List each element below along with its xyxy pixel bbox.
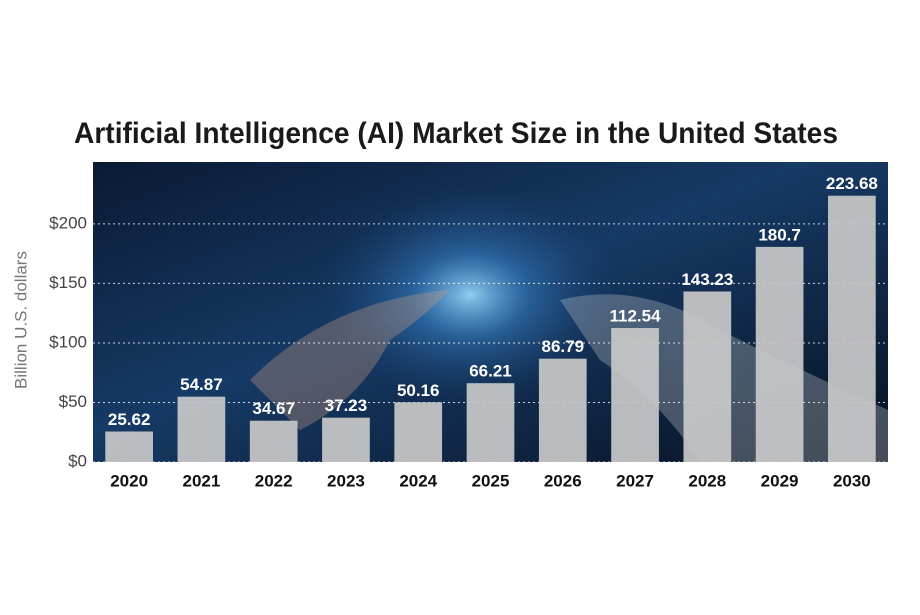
bar (105, 431, 153, 462)
value-label: 112.54 (610, 307, 662, 326)
bar (755, 246, 804, 462)
value-label: 54.87 (180, 375, 223, 394)
y-tick-label: $200 (49, 213, 87, 232)
x-tick-label: 2020 (110, 471, 148, 490)
x-tick-label: 2026 (544, 471, 582, 490)
bar (611, 328, 659, 462)
y-tick-label: $150 (49, 273, 87, 292)
bar (828, 195, 876, 462)
chart-title: Artificial Intelligence (AI) Market Size… (74, 117, 838, 150)
value-label: 180.7 (758, 225, 801, 244)
x-tick-label: 2025 (472, 471, 510, 490)
human-hand (250, 290, 450, 430)
x-tick-label: 2022 (255, 471, 293, 490)
x-tick-label: 2028 (688, 471, 726, 490)
value-label: 34.67 (252, 399, 295, 418)
value-label: 223.68 (826, 174, 878, 193)
value-label: 143.23 (681, 270, 733, 289)
x-tick-label: 2030 (833, 471, 871, 490)
value-label: 50.16 (397, 381, 440, 400)
bar (177, 396, 226, 462)
background-glow (320, 185, 620, 405)
y-axis-label: Billion U.S. dollars (11, 251, 30, 389)
y-tick-label: $50 (59, 392, 87, 411)
bar (249, 420, 298, 462)
bar (322, 417, 370, 462)
y-tick-label: $100 (49, 332, 87, 351)
bar (538, 358, 587, 462)
value-label: 25.62 (108, 410, 151, 429)
x-tick-label: 2029 (761, 471, 799, 490)
bar (466, 383, 515, 462)
value-label: 86.79 (541, 337, 584, 356)
value-label: 66.21 (469, 362, 512, 381)
x-tick-label: 2021 (182, 471, 220, 490)
value-label: 37.23 (325, 396, 368, 415)
x-tick-label: 2024 (399, 471, 437, 490)
bar (394, 402, 443, 462)
x-tick-label: 2027 (616, 471, 654, 490)
bar (683, 291, 732, 462)
x-tick-label: 2023 (327, 471, 365, 490)
y-tick-label: $0 (68, 451, 87, 470)
